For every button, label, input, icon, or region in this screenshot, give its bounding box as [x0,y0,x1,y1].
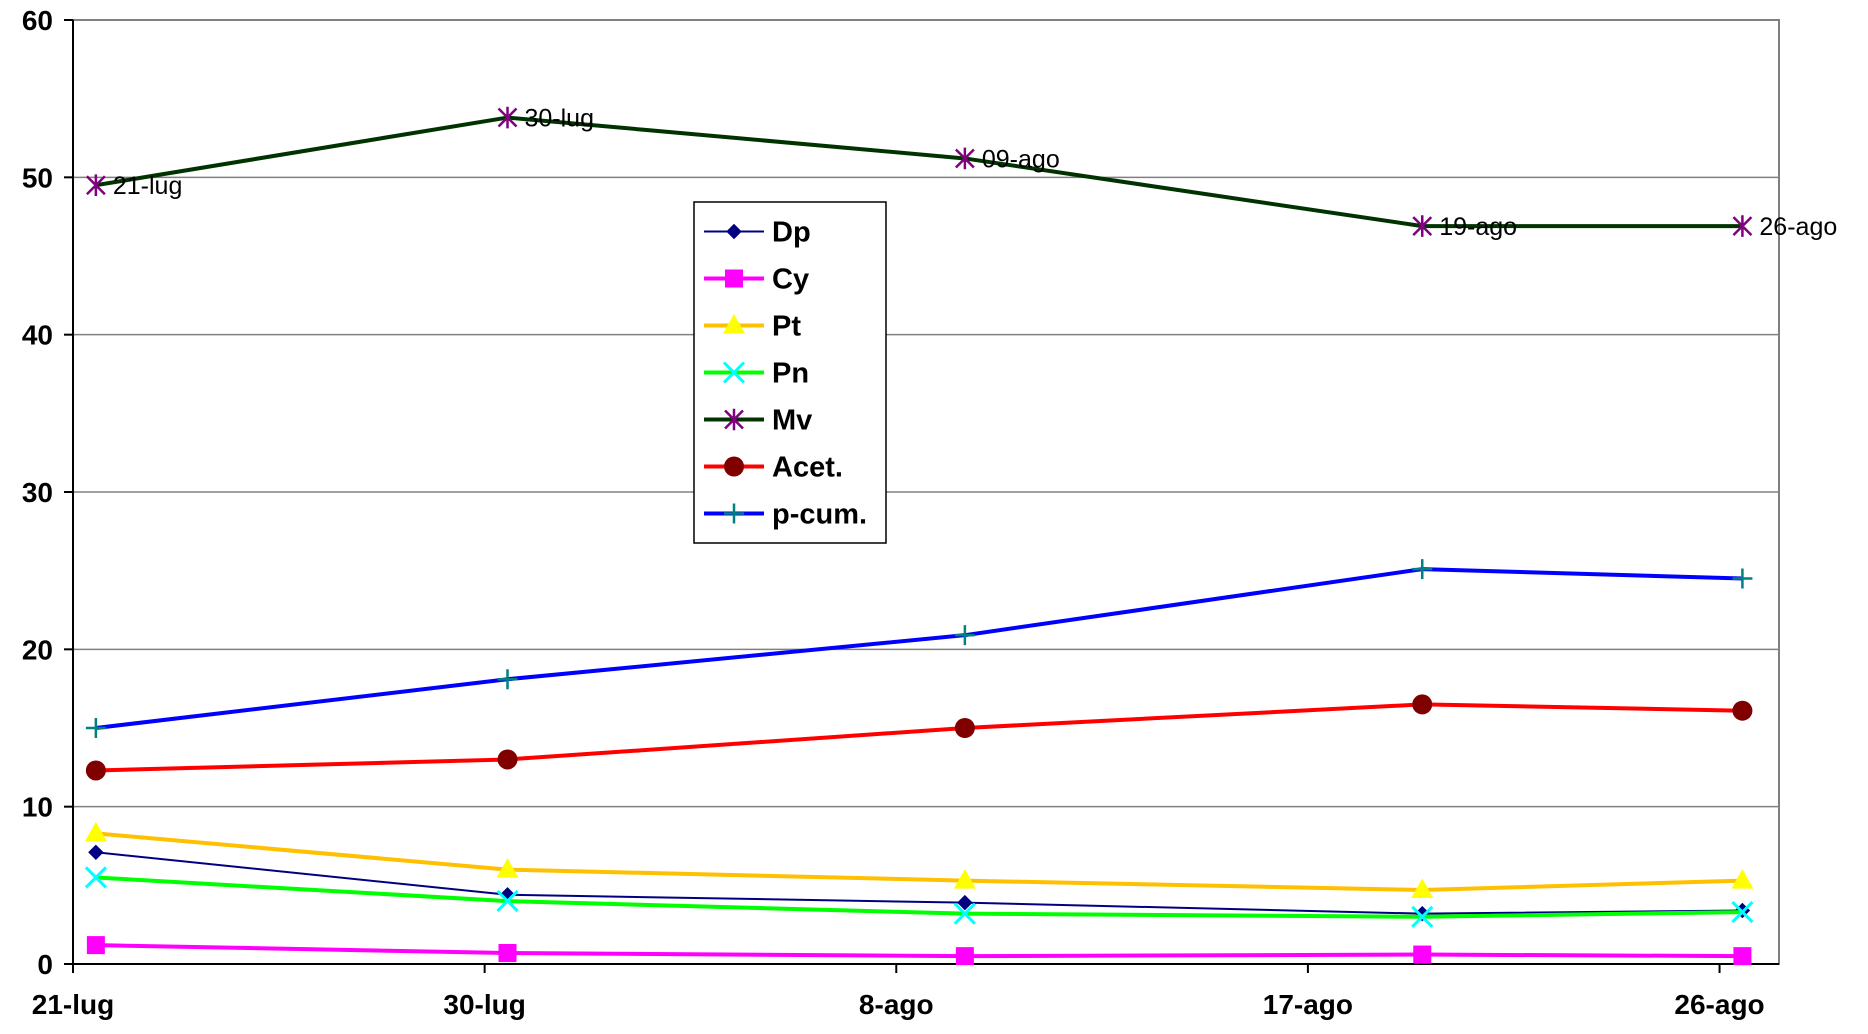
x-tick-label-8-ago: 8-ago [859,989,934,1020]
legend-item-acet: Acet. [704,452,843,484]
marker-p-cum-4 [1732,568,1753,589]
series-pn [84,866,1754,928]
legend-label-acet: Acet. [772,452,843,484]
point-label-0: 21-lug [113,172,182,200]
legend-marker-mv [724,408,744,431]
legend-item-mv: Mv [704,405,812,437]
y-tick-label-0: 0 [37,949,53,980]
marker-dp-0 [88,844,104,861]
y-tick-label-60: 60 [22,5,53,36]
legend-marker-pn [722,361,746,384]
x-tick-label-21-lug: 21-lug [32,989,114,1020]
marker-pt-3 [1411,878,1434,899]
marker-cy-1 [498,943,517,962]
marker-pt-4 [1731,869,1754,889]
point-label-4: 26-ago [1759,213,1837,241]
marker-pn-2 [953,902,976,925]
marker-mv-1 [497,106,518,129]
marker-p-cum-1 [497,669,518,690]
marker-acet-0 [85,760,106,781]
series-p-cum [85,559,1753,738]
marker-mv-2 [954,147,975,170]
series-pt [84,821,1754,899]
marker-pn-0 [84,866,107,889]
legend-label-dp: Dp [772,217,811,249]
y-tick-label-10: 10 [22,792,53,823]
marker-mv-3 [1412,215,1433,237]
legend-item-pn: Pn [704,358,809,390]
marker-p-cum-0 [85,718,106,738]
point-label-2: 09-ago [982,145,1060,173]
marker-pt-1 [496,858,519,878]
marker-pt-2 [953,869,976,889]
marker-acet-4 [1732,700,1753,721]
marker-cy-3 [1413,945,1432,964]
x-tick-label-30-lug: 30-lug [443,989,525,1020]
legend-marker-acet [724,456,744,477]
grid-lines [73,176,1779,808]
marker-dp-2 [957,894,973,911]
legend-marker-dp [726,223,742,240]
legend-label-cy: Cy [772,264,809,296]
marker-p-cum-2 [954,625,975,646]
legend-label-pt: Pt [772,311,801,343]
marker-pt-0 [84,821,107,842]
series-acet [85,694,1753,781]
y-tick-label-20: 20 [22,634,53,665]
legend-item-p-cum: p-cum. [704,499,867,531]
marker-mv-0 [85,174,106,196]
marker-mv-4 [1732,215,1753,237]
x-tick-label-26-ago: 26-ago [1674,989,1764,1020]
legend-marker-pt [723,314,745,334]
legend-label-mv: Mv [772,405,812,437]
marker-acet-3 [1412,694,1433,715]
series-cy [86,936,1752,966]
series-mv [85,106,1753,237]
y-tick-label-50: 50 [22,162,53,193]
point-labels: 21-lug 30-lug 09-ago 19-ago 26-ago [113,105,1837,242]
x-tick-label-17-ago: 17-ago [1263,989,1353,1020]
marker-cy-2 [955,947,974,966]
series-lines [84,106,1754,966]
marker-pn-1 [496,890,519,913]
marker-cy-4 [1733,947,1752,966]
marker-acet-1 [497,749,518,770]
point-label-3: 19-ago [1439,213,1517,241]
legend-label-p-cum: p-cum. [772,499,867,531]
point-label-1: 30-lug [525,105,595,133]
legend-item-pt: Pt [704,311,801,343]
marker-cy-0 [86,936,105,955]
legend: Dp Cy Pt Pn Mv Acet. p-cum. [693,201,887,544]
legend-marker-p-cum [724,503,744,524]
legend-item-cy: Cy [704,264,809,296]
legend-item-dp: Dp [704,217,811,249]
legend-label-pn: Pn [772,358,809,390]
legend-marker-cy [725,269,743,288]
marker-acet-2 [954,718,975,738]
marker-pn-4 [1731,901,1754,924]
y-tick-label-30: 30 [22,477,53,508]
axes: 0 10 20 30 40 50 60 21-lug 30-lug 8-ago 17-ago 26-a… [22,5,1779,1020]
marker-p-cum-3 [1412,559,1433,580]
marker-pn-3 [1411,905,1434,928]
y-tick-label-40: 40 [22,320,53,351]
